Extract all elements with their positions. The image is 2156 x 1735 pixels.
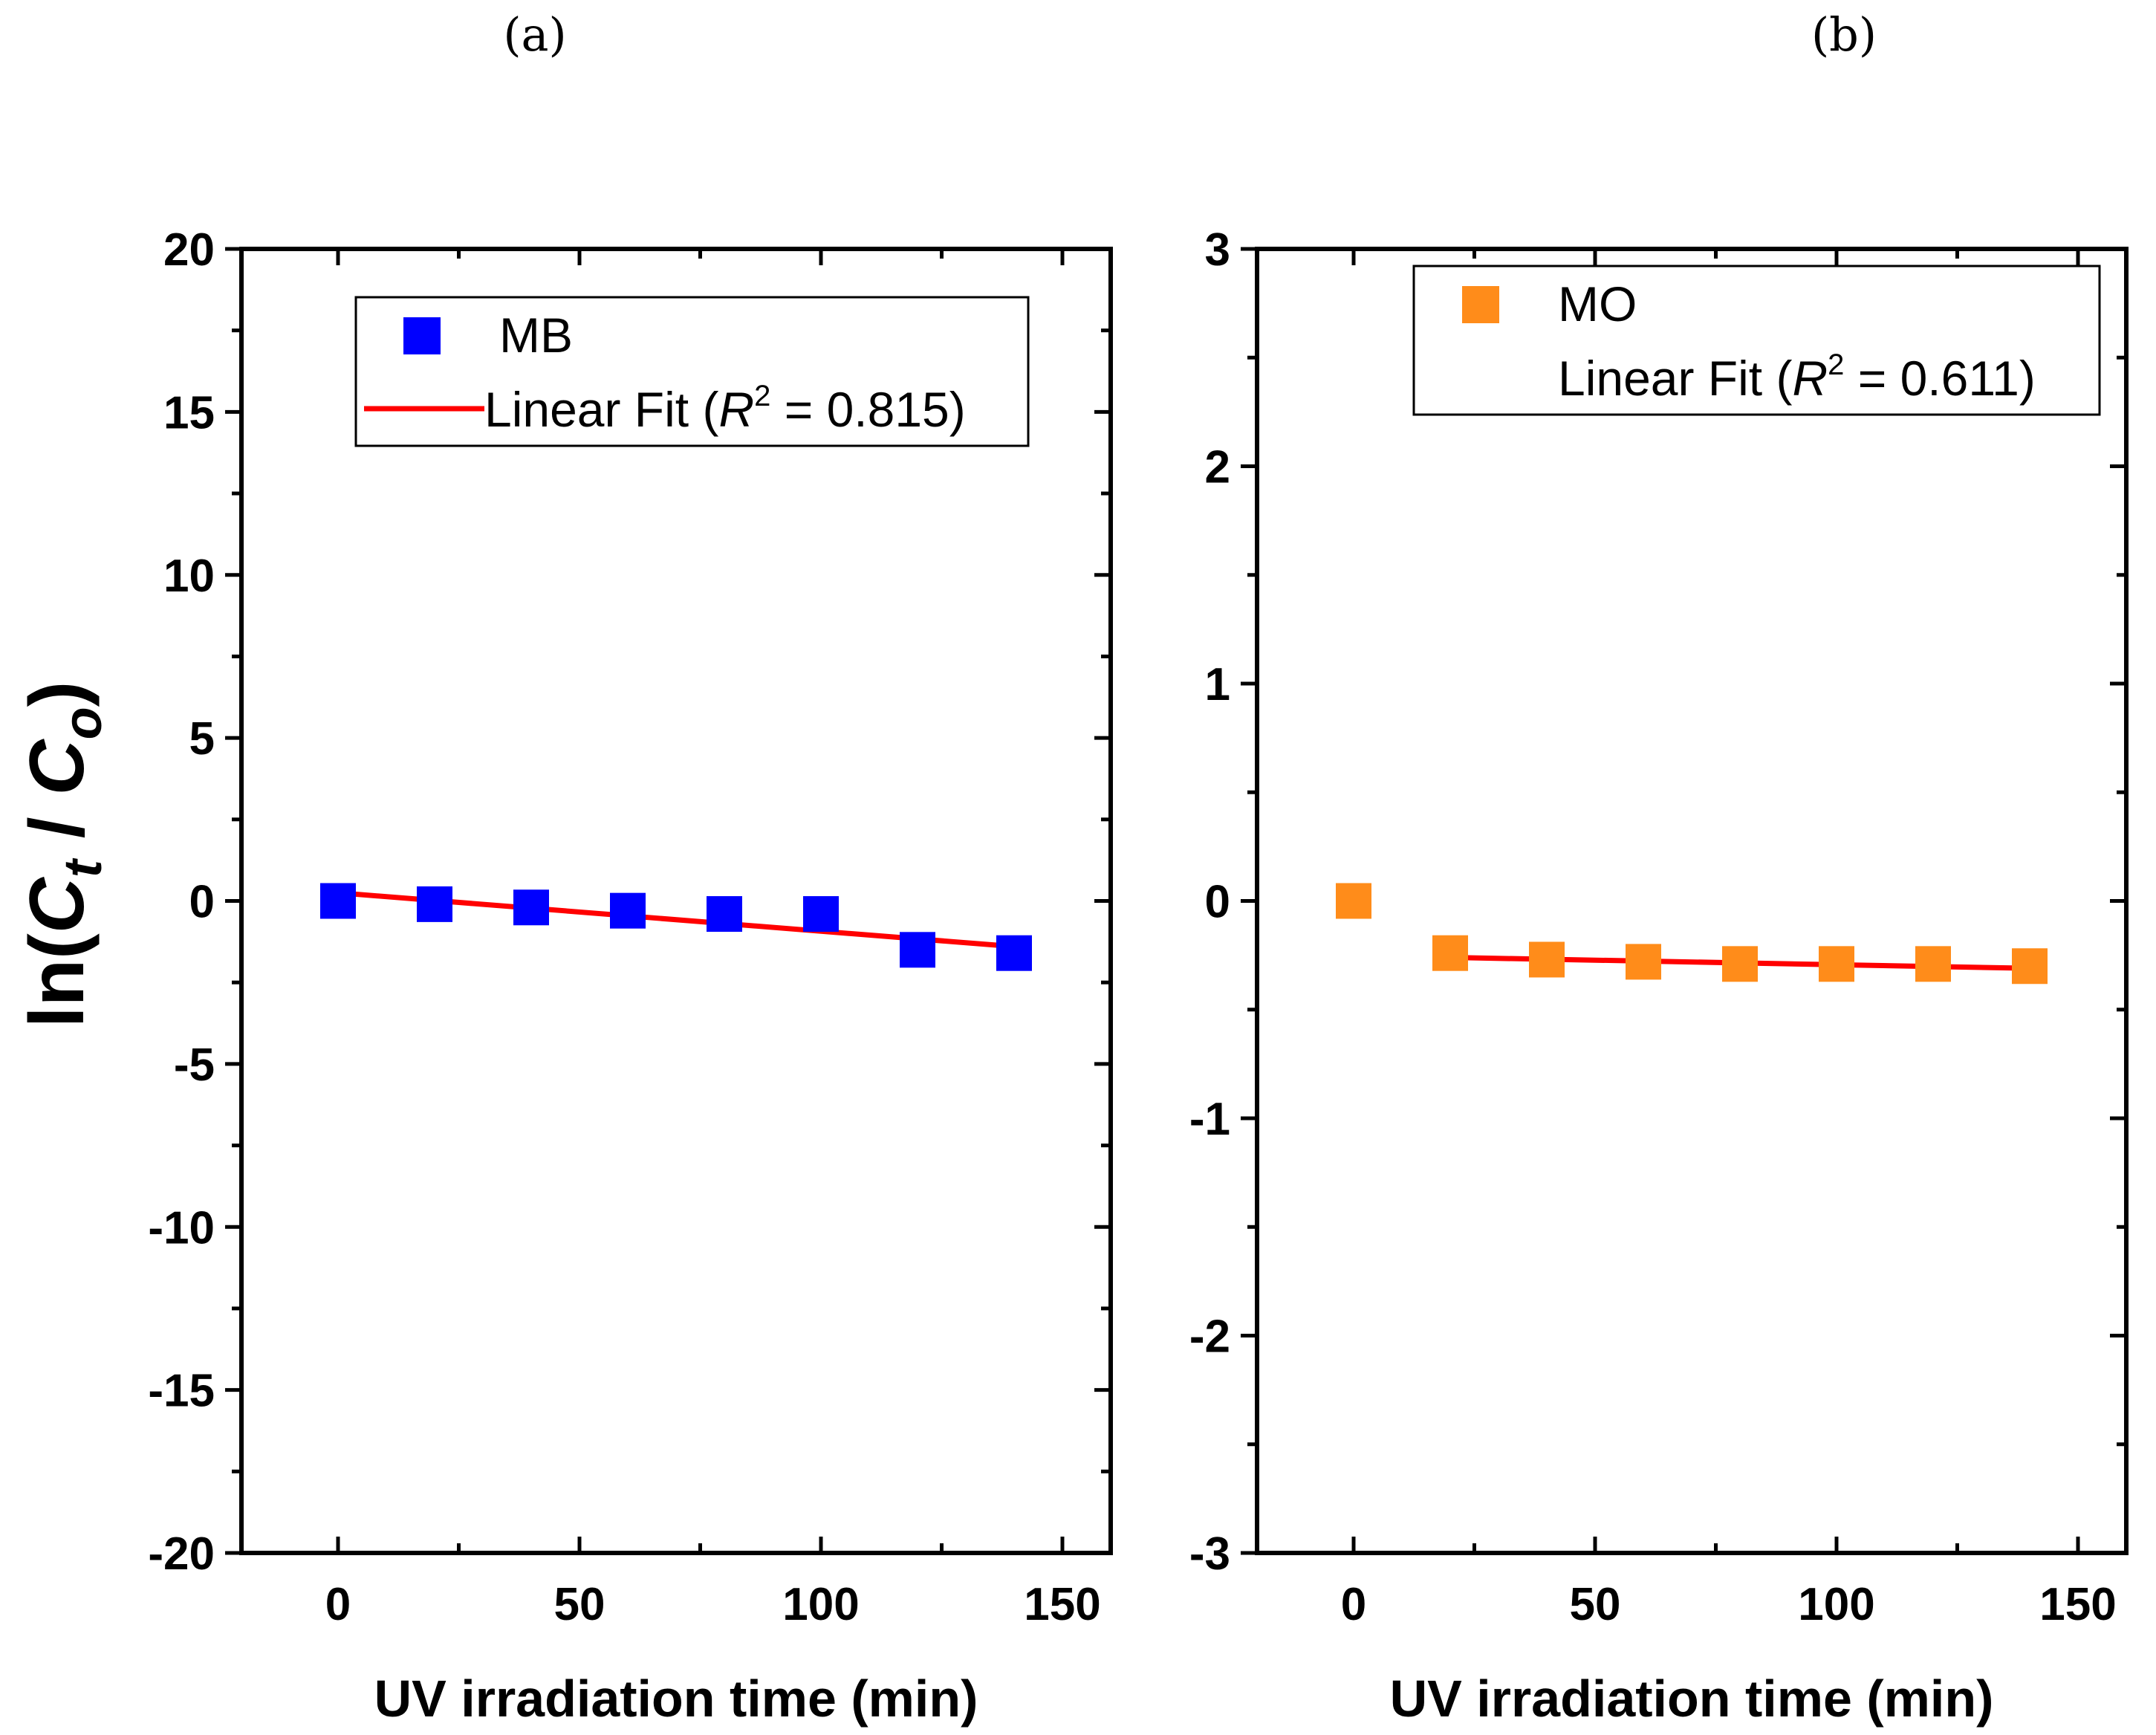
- data-point: [803, 896, 839, 933]
- x-tick-label: 0: [1341, 1579, 1366, 1630]
- panel-a-legend-marker: [403, 317, 441, 354]
- data-point: [417, 886, 452, 922]
- data-point: [707, 896, 742, 933]
- panel-b-frame: [1255, 247, 2129, 1555]
- y-tick-label: -2: [1189, 1311, 1230, 1363]
- panel-b-legend-marker: [1462, 286, 1499, 323]
- y-tick-label: -1: [1189, 1094, 1230, 1145]
- x-tick-label: 50: [554, 1579, 605, 1630]
- data-point: [1626, 944, 1661, 980]
- data-point: [1529, 941, 1565, 978]
- panel-a-points: [320, 883, 1032, 971]
- y-tick-label: 15: [163, 387, 215, 438]
- y-tick-label: -5: [174, 1040, 215, 1091]
- x-tick-label: 0: [325, 1579, 351, 1630]
- panel-b-legend-label-fit: Linear Fit (R2 = 0.611): [1558, 348, 2036, 406]
- panel-a-legend-box: [354, 296, 1030, 447]
- data-point: [1722, 946, 1758, 982]
- y-tick-label: 2: [1205, 442, 1230, 493]
- panel-a-frame: [239, 247, 1113, 1555]
- x-tick-label: 50: [1570, 1579, 1621, 1630]
- panel-a-legend: MB Linear Fit (R2 = 0.815): [354, 296, 1030, 447]
- y-tick-label: 0: [189, 877, 215, 928]
- data-point: [1432, 935, 1468, 971]
- panel-a-x-axis-title: UV irradiation time (min): [374, 1670, 978, 1728]
- panel-b-x-axis-title: UV irradiation time (min): [1390, 1670, 1994, 1728]
- panel-b-legend-label-mo: MO: [1558, 276, 1637, 331]
- panel-b-ticks: [1241, 247, 2126, 1555]
- panel-b-points: [1336, 883, 2048, 985]
- panel-b: 0 50 100 150 -3 -2 -1 0 1 2 3 UV irradiation time …: [1189, 224, 2129, 1728]
- data-point: [2012, 948, 2048, 985]
- data-point: [1336, 883, 1371, 919]
- data-point: [610, 892, 646, 929]
- panel-a-legend-label-fit: Linear Fit (R2 = 0.815): [484, 380, 966, 437]
- data-point: [320, 883, 356, 919]
- panel-b-letter: (b): [1811, 7, 1877, 62]
- y-tick-label: -20: [148, 1528, 215, 1580]
- x-tick-label: 100: [1798, 1579, 1874, 1630]
- y-tick-label: 0: [1205, 877, 1230, 928]
- panel-a: 0 50 100 150 -20 -15 -10 -5 0 5 10 15 20 UV irradiat…: [148, 224, 1113, 1728]
- y-tick-label: 1: [1205, 659, 1230, 710]
- data-point: [996, 935, 1032, 971]
- data-point: [1915, 946, 1951, 982]
- y-tick-label: -10: [148, 1202, 215, 1254]
- y-tick-label: -3: [1189, 1528, 1230, 1580]
- y-tick-label: 10: [163, 551, 215, 602]
- x-tick-label: 150: [1024, 1579, 1100, 1630]
- data-point: [1819, 946, 1854, 982]
- x-tick-label: 100: [782, 1579, 859, 1630]
- data-point: [513, 889, 549, 926]
- y-tick-label: 5: [189, 713, 215, 765]
- data-point: [900, 932, 935, 968]
- y-tick-label: 3: [1205, 224, 1230, 276]
- panel-a-legend-label-mb: MB: [499, 308, 573, 363]
- y-axis-title: ln(Ct / Co): [14, 681, 113, 1028]
- panel-a-letter: (a): [503, 7, 566, 62]
- x-tick-label: 150: [2039, 1579, 2116, 1630]
- panel-b-legend: MO Linear Fit (R2 = 0.611): [1412, 265, 2101, 416]
- y-tick-label: -15: [148, 1366, 215, 1417]
- panel-b-legend-box: [1412, 265, 2101, 416]
- y-tick-label: 20: [163, 224, 215, 276]
- panel-a-tick-labels: 0 50 100 150 -20 -15 -10 -5 0 5 10 15 20: [148, 224, 1100, 1630]
- panel-b-tick-labels: 0 50 100 150 -3 -2 -1 0 1 2 3: [1189, 224, 2117, 1630]
